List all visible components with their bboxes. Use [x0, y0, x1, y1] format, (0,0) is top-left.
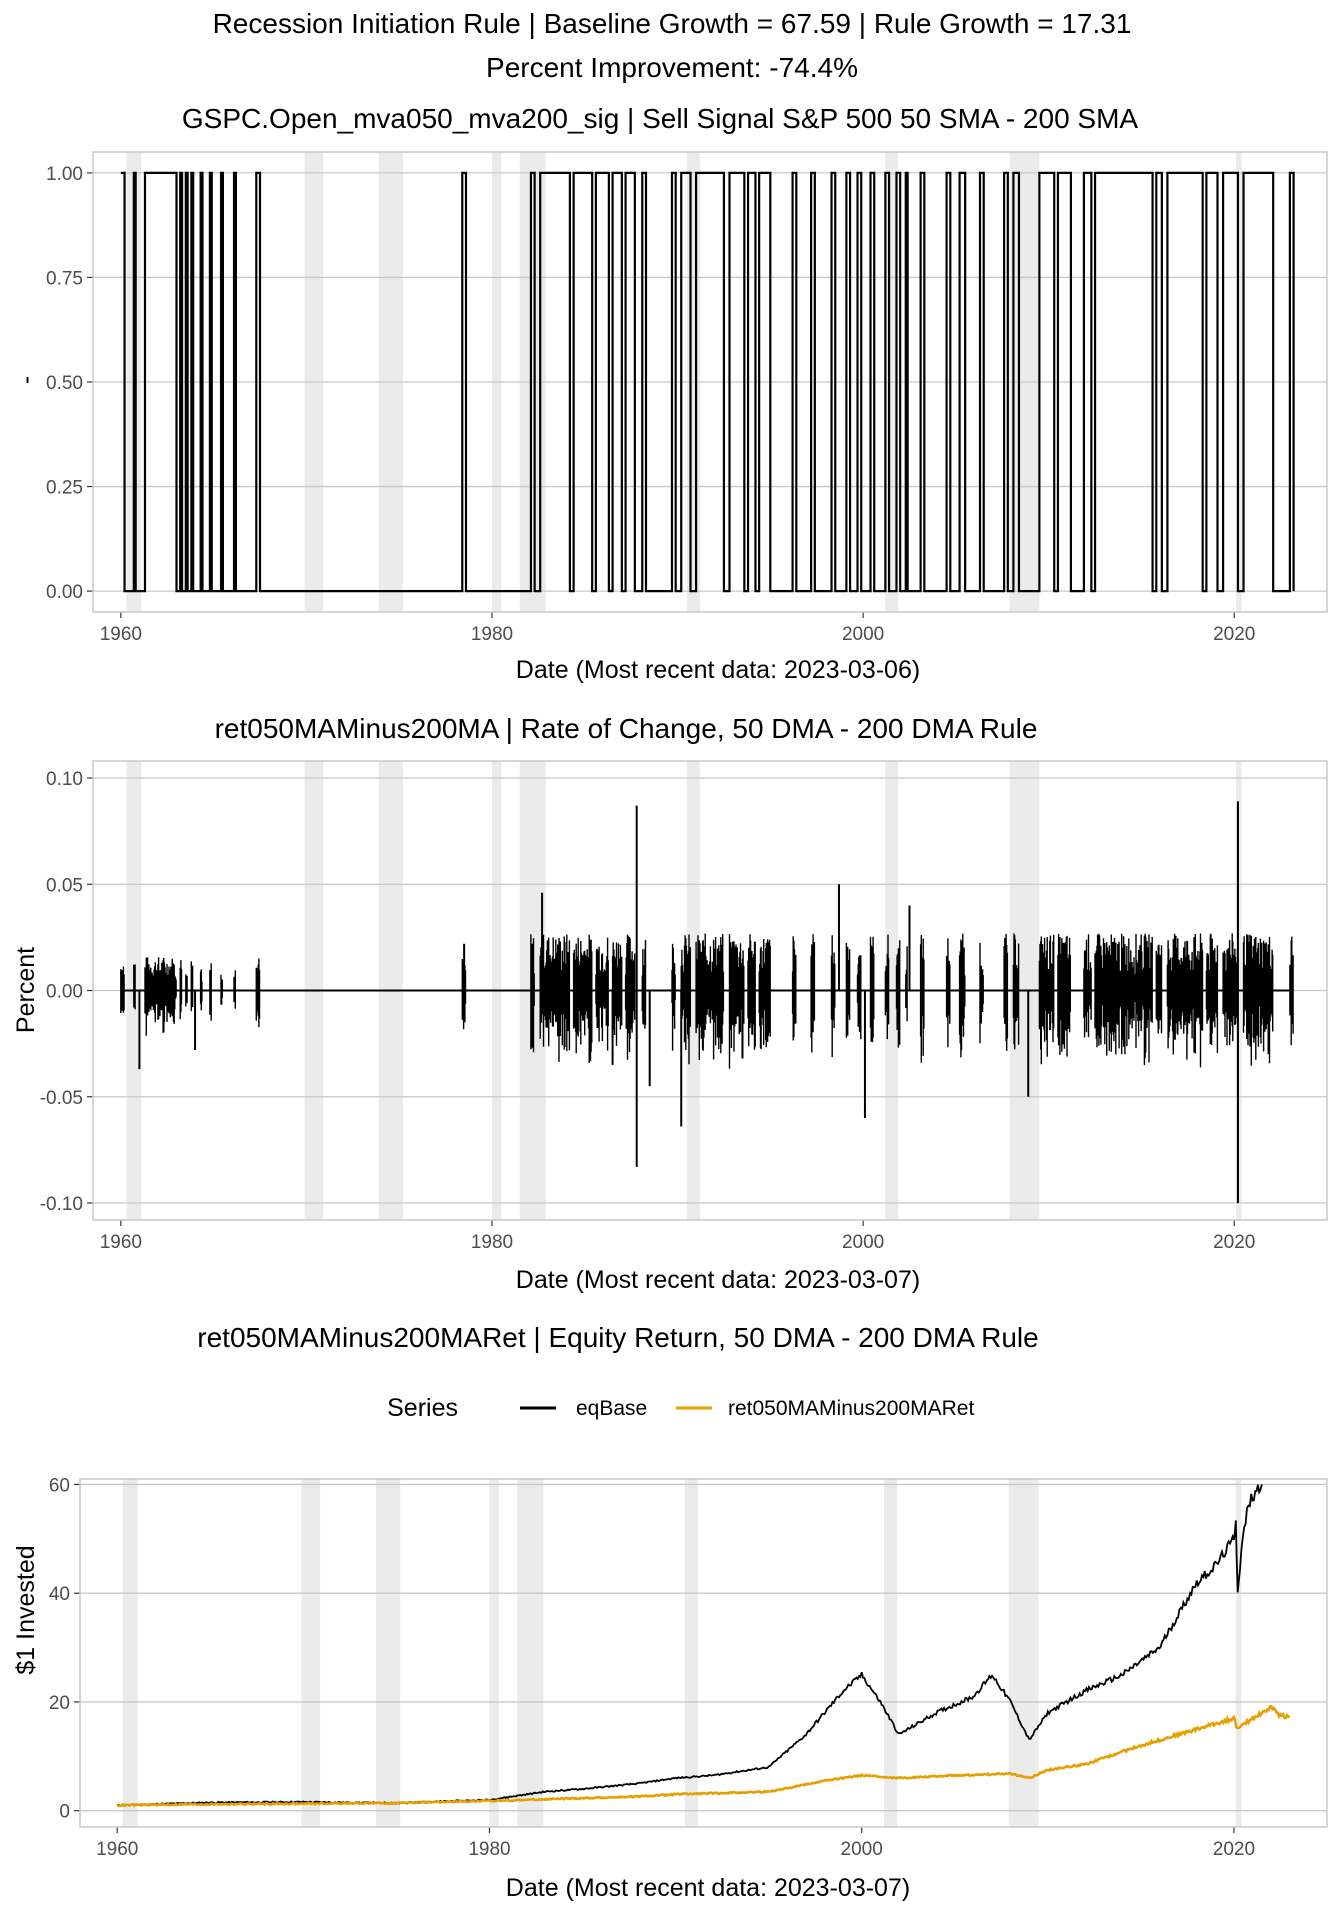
signal-chart-title: GSPC.Open_mva050_mva200_sig | Sell Signa… — [182, 103, 1139, 134]
equity-plot-area: 0 20 40 60 1960 1980 2000 2020 — [49, 1475, 1328, 1860]
y-tick-label: 0.05 — [46, 875, 83, 896]
x-tick-label: 1980 — [468, 1839, 510, 1860]
y-tick-label: 0.25 — [46, 478, 83, 499]
y-tick-label: -0.05 — [40, 1088, 83, 1109]
recession-band — [375, 1479, 401, 1827]
x-tick-label: 2020 — [1213, 1839, 1255, 1860]
legend-label-rule: ret050MAMinus200MARet — [728, 1397, 974, 1420]
y-tick-label: 60 — [49, 1475, 70, 1496]
roc-plot-area: -0.10 -0.05 0.00 0.05 0.10 1960 1980 2000 2020 — [40, 760, 1328, 1253]
x-tick-label: 2000 — [842, 624, 884, 645]
equity-x-axis-title: Date (Most recent data: 2023-03-07) — [506, 1874, 910, 1902]
equity-y-axis-title: $1 Invested — [12, 1545, 40, 1674]
roc-x-axis-title: Date (Most recent data: 2023-03-07) — [516, 1266, 920, 1294]
panel-border — [92, 760, 1328, 1221]
recession-band — [489, 1479, 499, 1827]
y-tick-label: 20 — [49, 1693, 70, 1714]
signal-plot-area: 0.00 0.25 0.50 0.75 1.00 1960 1980 2000 2020 — [46, 151, 1328, 645]
figure-title-line2: Percent Improvement: -74.4% — [486, 52, 858, 83]
y-tick-label: 0.50 — [46, 373, 83, 394]
recession-band — [884, 1479, 898, 1827]
x-tick-label: 2020 — [1213, 624, 1255, 645]
x-tick-label: 2000 — [842, 1232, 884, 1253]
rate-of-change-panel: ret050MAMinus200MA | Rate of Change, 50 … — [12, 713, 1328, 1294]
signal-x-axis-title: Date (Most recent data: 2023-03-06) — [516, 656, 920, 684]
legend: Series eqBase ret050MAMinus200MARet — [387, 1394, 974, 1422]
y-tick-label: 0.00 — [46, 982, 83, 1003]
y-tick-label: 0.10 — [46, 769, 83, 790]
y-tick-label: 40 — [49, 1584, 70, 1605]
x-tick-label: 1960 — [100, 1232, 142, 1253]
roc-series-line — [120, 933, 1294, 1069]
legend-label-eqbase: eqBase — [576, 1397, 647, 1420]
y-tick-label: 0.00 — [46, 582, 83, 603]
x-tick-label: 1960 — [96, 1839, 138, 1860]
y-tick-label: -0.10 — [40, 1194, 83, 1215]
recession-band — [122, 1479, 138, 1827]
figure-title-line1: Recession Initiation Rule | Baseline Gro… — [213, 8, 1132, 39]
recession-band — [684, 1479, 698, 1827]
x-tick-label: 2000 — [841, 1839, 883, 1860]
x-tick-label: 1980 — [471, 1232, 513, 1253]
signal-panel: GSPC.Open_mva050_mva200_sig | Sell Signa… — [12, 103, 1328, 684]
equity-return-panel: ret050MAMinus200MARet | Equity Return, 5… — [12, 1322, 1328, 1902]
equity-chart-title: ret050MAMinus200MARet | Equity Return, 5… — [197, 1322, 1038, 1353]
x-tick-label: 1960 — [100, 624, 142, 645]
signal-series-line — [120, 171, 1295, 593]
y-tick-label: 0 — [59, 1802, 70, 1823]
recession-band — [1235, 1479, 1242, 1827]
legend-title: Series — [387, 1394, 458, 1422]
recession-band — [301, 1479, 321, 1827]
signal-y-axis-title: - — [12, 376, 40, 384]
panel-border — [79, 1478, 1328, 1828]
recession-band — [1008, 1479, 1039, 1827]
x-tick-label: 2020 — [1213, 1232, 1255, 1253]
recession-band — [517, 1479, 544, 1827]
x-tick-label: 1980 — [471, 624, 513, 645]
rule-series-line — [116, 1704, 1290, 1808]
roc-chart-title: ret050MAMinus200MA | Rate of Change, 50 … — [215, 713, 1038, 744]
roc-y-axis-title: Percent — [12, 947, 40, 1033]
y-tick-label: 0.75 — [46, 268, 83, 289]
y-tick-label: 1.00 — [46, 164, 83, 185]
panel-border — [92, 151, 1328, 613]
